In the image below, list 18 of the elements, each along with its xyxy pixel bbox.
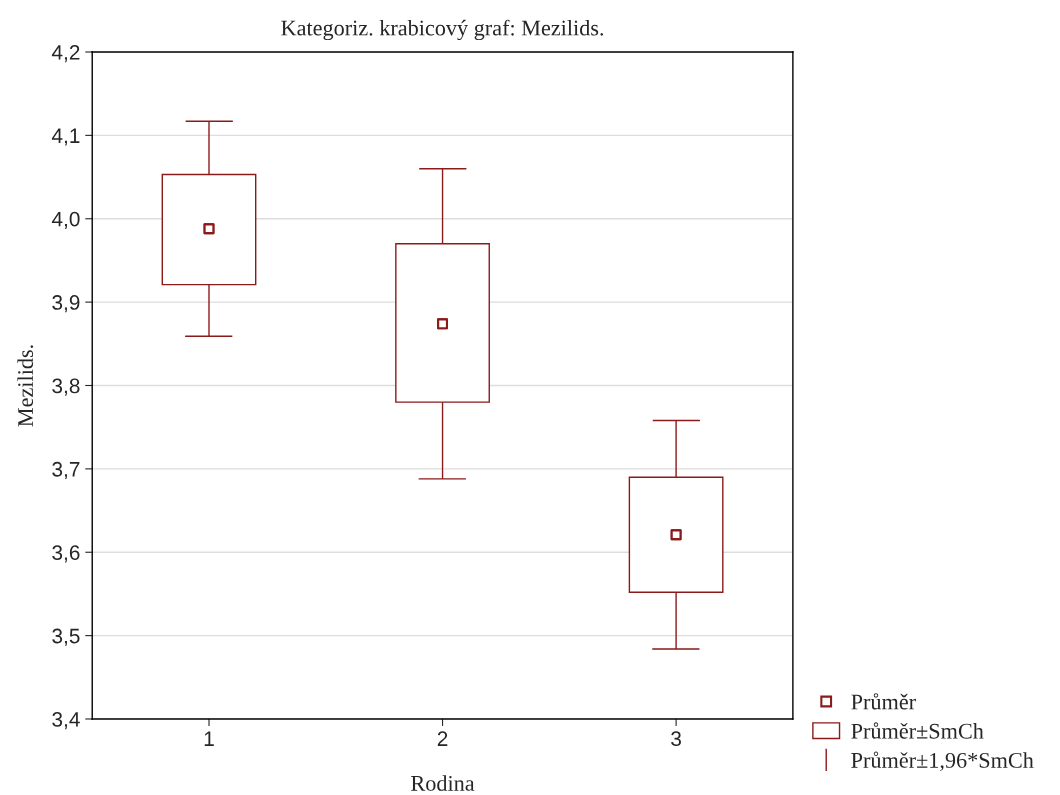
x-tick-label: 3	[671, 731, 681, 747]
y-tick-label: 3,4	[52, 712, 80, 730]
x-axis-title: Rodina	[411, 775, 475, 791]
y-tick-label: 4,2	[51, 44, 80, 63]
y-tick-label: 3,5	[52, 628, 80, 646]
legend-label: Průměr	[851, 693, 916, 710]
y-tick-label: 4,0	[51, 211, 80, 229]
x-tick-label: 2	[437, 731, 448, 746]
y-tick-label: 4,1	[51, 128, 80, 146]
y-tick-label: 3,9	[52, 295, 80, 313]
y-tick-label: 3,6	[52, 545, 80, 563]
y-axis-title: Mezilids.	[17, 345, 34, 427]
chart-title: Kategoriz. krabicový graf: Mezilids.	[281, 19, 604, 41]
y-tick-label: 3,8	[52, 378, 80, 396]
legend-label: Průměr±1,96*SmCh	[851, 751, 1034, 772]
y-tick-label: 3,7	[52, 461, 80, 480]
x-tick-label: 1	[204, 731, 214, 746]
legend-label: Průměr±SmCh	[851, 722, 984, 739]
